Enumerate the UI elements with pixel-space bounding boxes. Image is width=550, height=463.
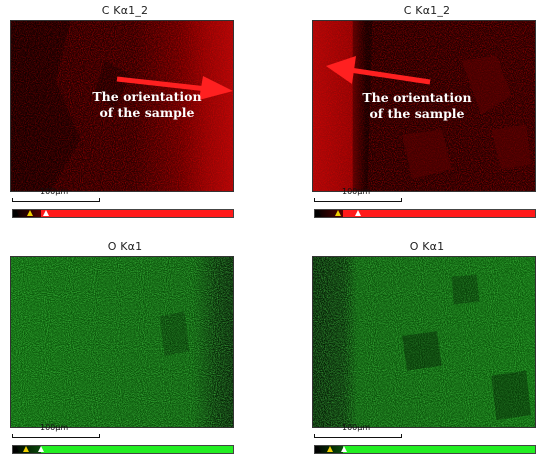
panel-title: C Kα1_2	[403, 4, 451, 17]
scale-bar: 100µm	[12, 187, 102, 204]
panel-title: C Kα1_2	[101, 4, 149, 17]
intensity-colorbar	[12, 445, 234, 454]
yellow-marker-icon	[327, 446, 333, 452]
annotation-line: The orientation	[362, 90, 472, 105]
carbon-element-map	[10, 20, 234, 192]
c-map-panel-right: C Kα1_2	[312, 4, 542, 224]
scale-bar-label: 100µm	[40, 423, 69, 432]
intensity-colorbar	[12, 209, 234, 218]
scale-bar: 100µm	[314, 423, 404, 440]
intensity-colorbar	[314, 445, 536, 454]
panel-title: O Kα1	[409, 240, 445, 253]
carbon-map-image	[11, 21, 233, 191]
orientation-annotation: The orientation of the sample	[352, 90, 482, 122]
yellow-marker-icon	[335, 210, 341, 216]
yellow-marker-icon	[27, 210, 33, 216]
oxygen-element-map	[312, 256, 536, 428]
orientation-arrow-left	[326, 56, 431, 85]
carbon-map-image	[313, 21, 535, 191]
scale-bar-line	[314, 434, 402, 438]
oxygen-element-map	[10, 256, 234, 428]
colorbar-fill	[343, 210, 535, 217]
scale-bar-line	[314, 198, 402, 202]
oxygen-map-image	[313, 257, 535, 427]
orientation-annotation: The orientation of the sample	[82, 89, 212, 121]
o-map-panel-right: O Kα1 100µm	[312, 240, 542, 460]
white-marker-icon	[355, 210, 361, 216]
oxygen-map-image	[11, 257, 233, 427]
colorbar-fill	[41, 210, 233, 217]
colorbar-fill	[343, 446, 535, 453]
annotation-line: of the sample	[99, 105, 195, 120]
white-marker-icon	[43, 210, 49, 216]
white-marker-icon	[38, 446, 44, 452]
yellow-marker-icon	[23, 446, 29, 452]
scale-bar-label: 100µm	[40, 187, 69, 196]
annotation-line: of the sample	[369, 106, 465, 121]
annotation-line: The orientation	[92, 89, 202, 104]
black-marker-icon	[315, 210, 321, 216]
colorbar-dark-segment	[315, 210, 343, 217]
colorbar-fill	[41, 446, 233, 453]
intensity-colorbar	[314, 209, 536, 218]
orientation-arrow-right	[116, 76, 233, 100]
black-marker-icon	[13, 210, 19, 216]
scale-bar-line	[12, 434, 100, 438]
panel-title: O Kα1	[107, 240, 143, 253]
carbon-element-map	[312, 20, 536, 192]
white-marker-icon	[341, 446, 347, 452]
scale-bar: 100µm	[314, 187, 404, 204]
scale-bar: 100µm	[12, 423, 102, 440]
scale-bar-line	[12, 198, 100, 202]
black-marker-icon	[315, 446, 321, 452]
black-marker-icon	[13, 446, 19, 452]
scale-bar-label: 100µm	[342, 423, 371, 432]
scale-bar-label: 100µm	[342, 187, 371, 196]
c-map-panel-left: C Kα1_2	[10, 4, 240, 224]
o-map-panel-left: O Kα1 100µm	[10, 240, 240, 460]
